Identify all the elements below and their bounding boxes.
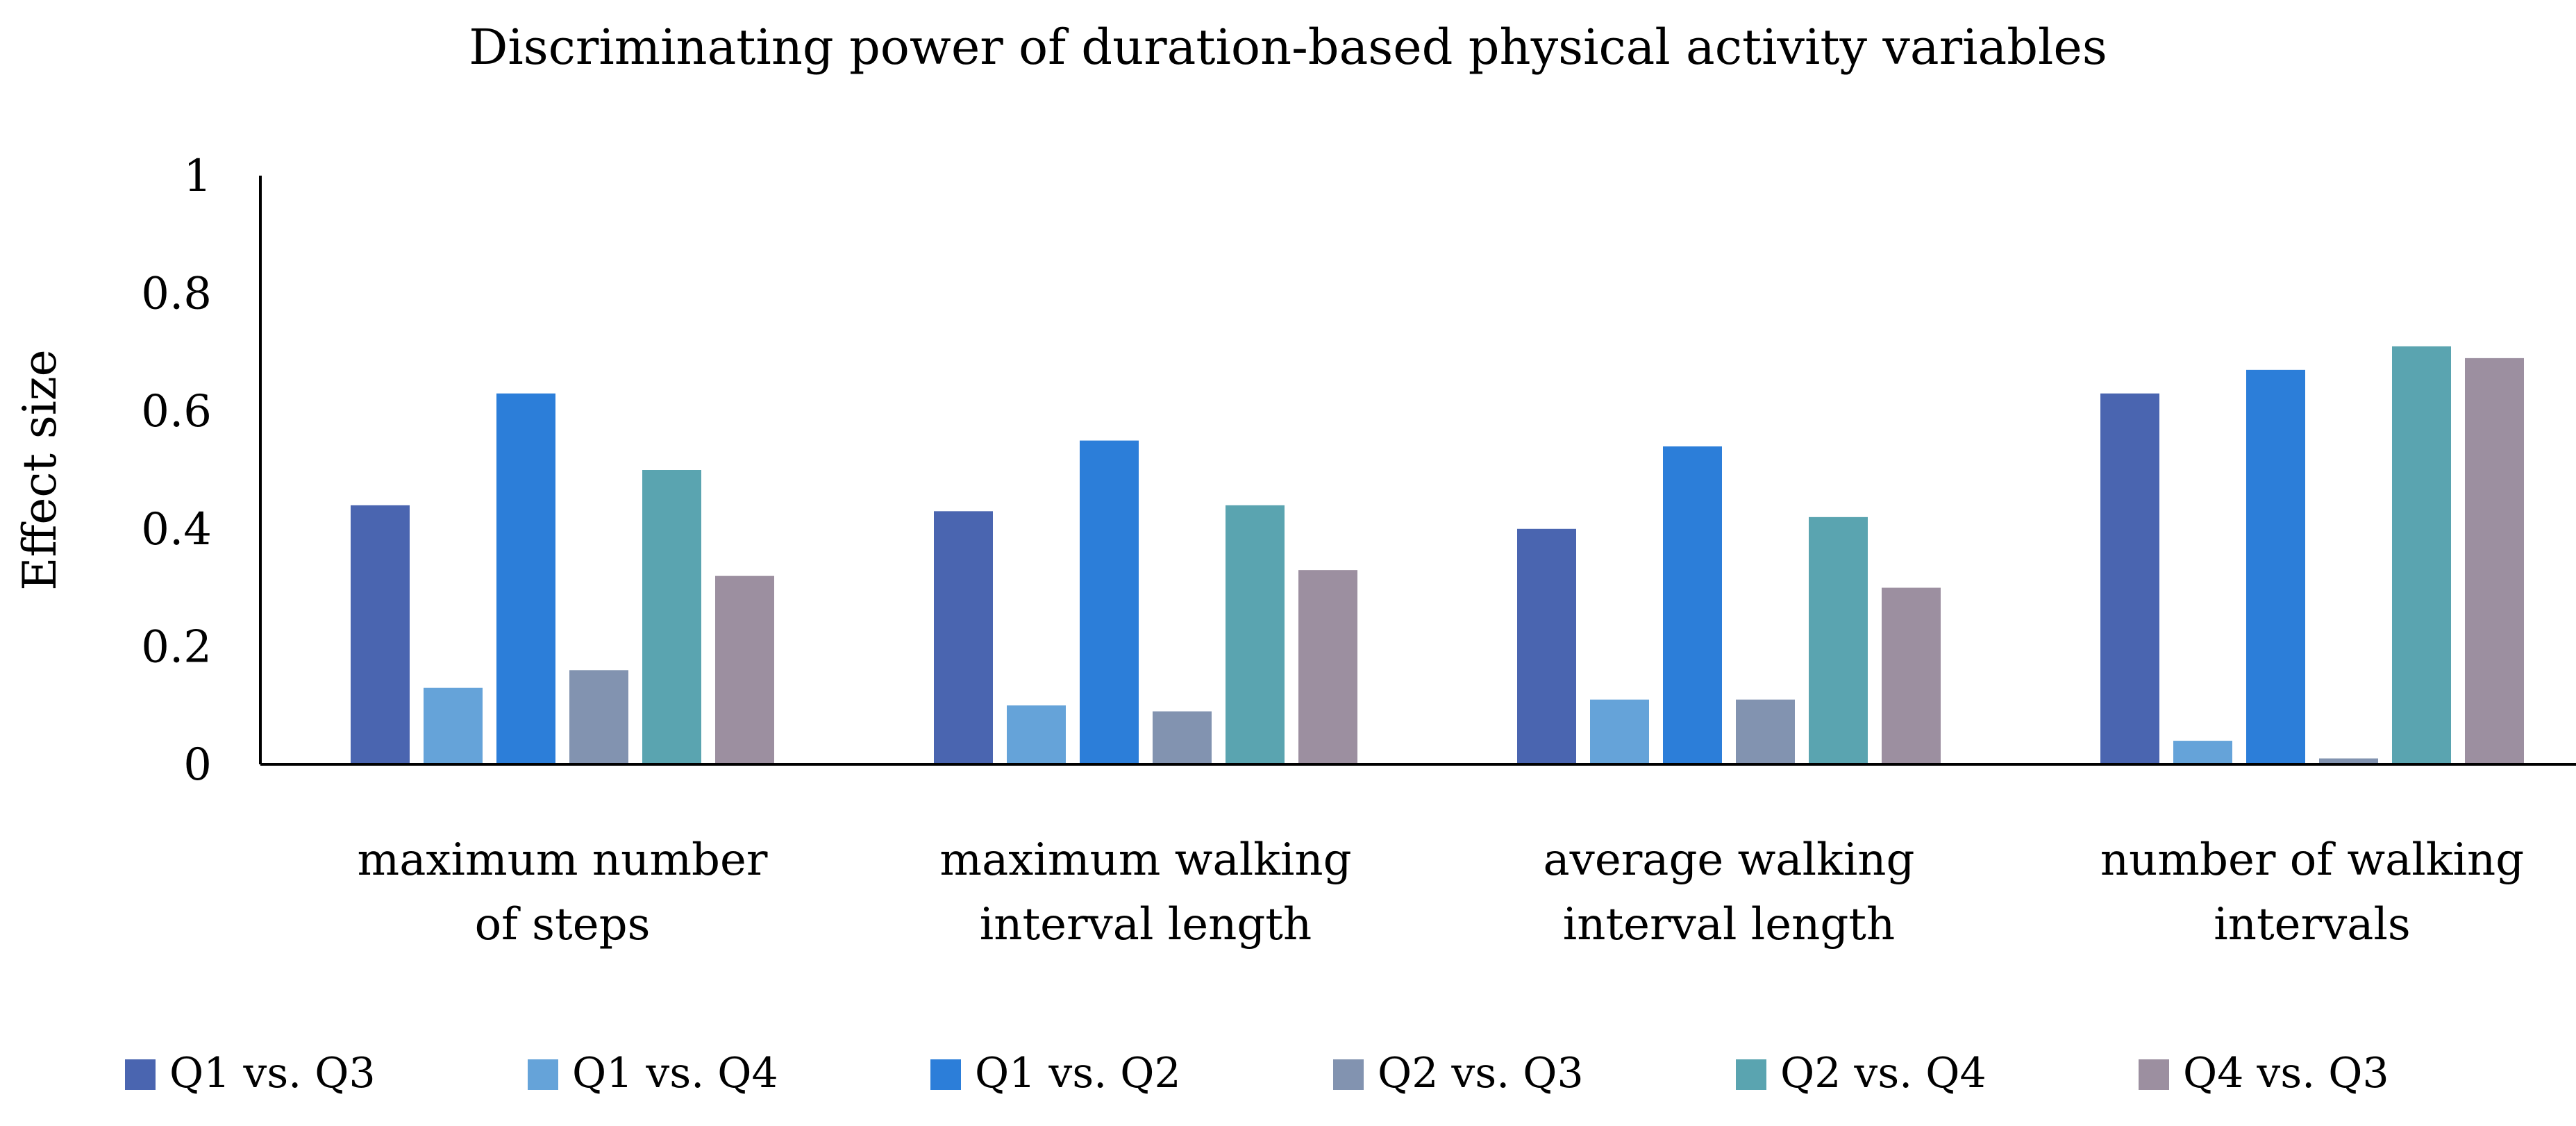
x-category-label-line: interval length [980, 899, 1312, 950]
bar [1007, 705, 1066, 764]
bar [1080, 440, 1139, 764]
x-category-label: average walking interval length [1544, 834, 1915, 950]
bar [1736, 699, 1795, 764]
legend-label: Q2 vs. Q4 [1780, 1049, 1987, 1098]
bar [1226, 505, 1285, 764]
legend-item: Q1 vs. Q4 [528, 1049, 778, 1098]
legend-label: Q1 vs. Q3 [169, 1049, 376, 1098]
bar [1517, 528, 1576, 764]
bar [715, 575, 774, 764]
bar [2246, 369, 2305, 764]
legend-label: Q4 vs. Q3 [2183, 1049, 2389, 1098]
legend-swatch [125, 1059, 156, 1090]
legend-swatch [930, 1059, 961, 1090]
bar [2100, 393, 2159, 764]
bar [642, 470, 701, 764]
y-tick-label: 0.6 [141, 386, 212, 437]
x-category-label-line: number of walking [2100, 834, 2524, 886]
bar [1590, 699, 1649, 764]
x-category-label: maximum number of steps [358, 834, 768, 950]
x-category-label: number of walking intervals [2100, 834, 2524, 950]
bar [1809, 516, 1868, 764]
y-tick-label: 0.8 [141, 269, 212, 320]
x-category-label-line: of steps [475, 899, 651, 950]
legend-item: Q1 vs. Q3 [125, 1049, 376, 1098]
bar [1153, 711, 1212, 764]
legend: Q1 vs. Q3 Q1 vs. Q4 Q1 vs. Q2 Q2 vs. Q3 Q2 v… [125, 1049, 2389, 1098]
legend-item: Q4 vs. Q3 [2139, 1049, 2389, 1098]
x-category-label-line: maximum number [358, 834, 768, 886]
bar [351, 505, 410, 764]
chart-title: Discriminating power of duration-based p… [469, 19, 2107, 76]
y-tick-label: 0 [183, 739, 212, 791]
bar [934, 511, 993, 764]
legend-label: Q2 vs. Q3 [1378, 1049, 1584, 1098]
legend-item: Q2 vs. Q4 [1736, 1049, 1987, 1098]
bar [496, 393, 555, 764]
y-axis: 0 0.2 0.4 0.6 0.8 1 [141, 151, 262, 791]
y-tick-label: 0.2 [141, 621, 212, 673]
bar [569, 670, 628, 764]
bar [1298, 570, 1357, 764]
legend-swatch [1333, 1059, 1364, 1090]
x-category-label-line: maximum walking [939, 834, 1351, 886]
legend-item: Q2 vs. Q3 [1333, 1049, 1584, 1098]
bar [2392, 346, 2451, 764]
bar [2465, 358, 2524, 764]
bar [1882, 587, 1941, 764]
legend-swatch [1736, 1059, 1766, 1090]
bar [2173, 741, 2232, 764]
x-category-label: maximum walking interval length [939, 834, 1351, 950]
bars-group [351, 346, 2524, 764]
x-axis-category-labels: maximum number of steps maximum walking int… [358, 834, 2525, 950]
legend-swatch [528, 1059, 558, 1090]
bar [2319, 758, 2378, 764]
y-tick-label: 1 [183, 151, 212, 202]
x-category-label-line: average walking [1544, 834, 1915, 886]
y-axis-title: Effect size [13, 349, 67, 590]
bar [1663, 446, 1722, 764]
legend-label: Q1 vs. Q4 [572, 1049, 778, 1098]
x-category-label-line: interval length [1563, 899, 1895, 950]
legend-item: Q1 vs. Q2 [930, 1049, 1181, 1098]
legend-label: Q1 vs. Q2 [975, 1049, 1181, 1098]
y-tick-label: 0.4 [141, 504, 212, 555]
bar [424, 687, 483, 764]
x-category-label-line: intervals [2214, 899, 2411, 950]
legend-swatch [2139, 1059, 2169, 1090]
